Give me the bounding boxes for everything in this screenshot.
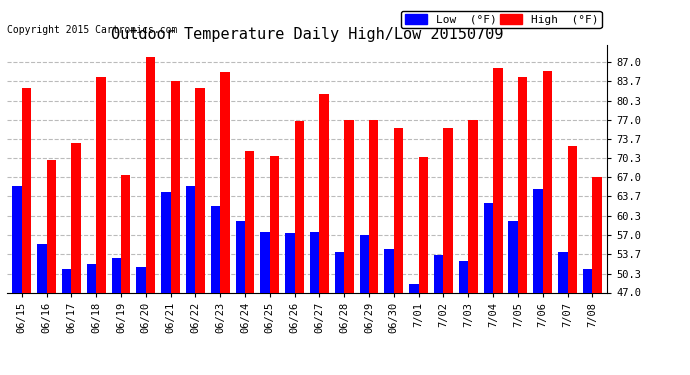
Bar xyxy=(146,57,155,292)
Bar xyxy=(195,88,205,292)
Bar xyxy=(121,174,130,292)
Bar xyxy=(335,252,344,292)
Bar xyxy=(319,94,329,292)
Bar xyxy=(359,235,369,292)
Bar xyxy=(409,284,419,292)
Bar xyxy=(384,249,394,292)
Bar xyxy=(592,177,602,292)
Bar xyxy=(533,189,543,292)
Bar xyxy=(344,120,354,292)
Bar xyxy=(369,120,379,292)
Bar xyxy=(87,264,96,292)
Bar xyxy=(567,146,577,292)
Bar xyxy=(62,270,71,292)
Bar xyxy=(310,232,319,292)
Bar xyxy=(295,121,304,292)
Bar xyxy=(112,258,121,292)
Bar xyxy=(583,270,592,292)
Bar xyxy=(71,143,81,292)
Bar xyxy=(419,157,428,292)
Bar xyxy=(444,129,453,292)
Bar xyxy=(220,72,230,292)
Bar xyxy=(459,261,469,292)
Bar xyxy=(47,160,56,292)
Bar xyxy=(170,81,180,292)
Bar xyxy=(493,68,502,292)
Bar xyxy=(270,156,279,292)
Bar xyxy=(235,220,245,292)
Bar xyxy=(12,186,22,292)
Bar xyxy=(518,76,527,292)
Bar xyxy=(484,203,493,292)
Bar xyxy=(161,192,170,292)
Bar xyxy=(245,152,255,292)
Bar xyxy=(186,186,195,292)
Bar xyxy=(434,255,444,292)
Legend: Low  (°F), High  (°F): Low (°F), High (°F) xyxy=(401,11,602,28)
Bar xyxy=(37,244,47,292)
Bar xyxy=(260,232,270,292)
Bar xyxy=(137,267,146,292)
Bar xyxy=(394,129,403,292)
Bar xyxy=(96,76,106,292)
Text: Copyright 2015 Cartronics.com: Copyright 2015 Cartronics.com xyxy=(7,25,177,35)
Bar xyxy=(22,88,31,292)
Bar xyxy=(469,120,477,292)
Title: Outdoor Temperature Daily High/Low 20150709: Outdoor Temperature Daily High/Low 20150… xyxy=(111,27,503,42)
Bar xyxy=(558,252,567,292)
Bar xyxy=(543,71,552,292)
Bar xyxy=(285,233,295,292)
Bar xyxy=(509,220,518,292)
Bar xyxy=(211,206,220,292)
